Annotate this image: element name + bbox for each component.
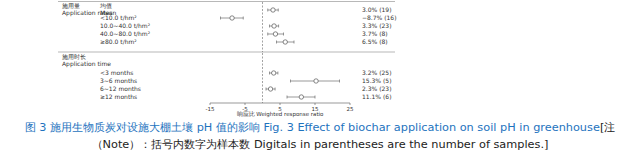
tick	[280, 103, 281, 105]
tick	[245, 103, 246, 105]
row-label: <3 months	[100, 69, 133, 76]
tick	[350, 103, 351, 105]
tick	[315, 103, 316, 105]
group-title: 施用时长Application time	[62, 53, 111, 68]
reference-line	[262, 53, 263, 103]
tick-label: -15	[206, 106, 215, 112]
ci-cap	[267, 9, 268, 12]
value-label: 3.0% (19)	[362, 6, 391, 13]
value-label: −8.7% (16)	[362, 14, 397, 21]
value-label: 3.3% (23)	[362, 22, 391, 29]
ci-cap	[220, 17, 221, 20]
value-label: 6.5% (8)	[362, 38, 388, 45]
value-label: 3.2% (25)	[362, 69, 391, 76]
point	[299, 95, 303, 99]
tick-label: 25	[347, 106, 354, 112]
row-label: ≥80.0 t/hm²	[100, 38, 137, 45]
row-label: 10.0~40.0 t/hm²	[100, 22, 151, 29]
panel-separator	[58, 52, 395, 53]
tick	[210, 103, 211, 105]
point	[268, 87, 272, 91]
point	[272, 24, 276, 28]
row-label: 3~6 months	[100, 77, 137, 84]
value-label: 11.1% (6)	[362, 93, 391, 100]
marks	[266, 71, 340, 99]
caption-title: 图 3 施用生物质炭对设施大棚土壤 pH 值的影响 Fig. 3 Effect …	[25, 121, 600, 134]
row-label: ≥12 months	[100, 93, 137, 100]
caption: 图 3 施用生物质炭对设施大棚土壤 pH 值的影响 Fig. 3 Effect …	[22, 119, 618, 153]
row-label: 40.0~80.0 t/hm²	[100, 30, 151, 37]
point	[273, 32, 277, 36]
ci-cap	[315, 96, 316, 99]
value-label: 2.3% (23)	[362, 85, 391, 92]
reference-line	[262, 2, 263, 52]
point	[314, 79, 318, 83]
point	[283, 40, 287, 44]
ci-cap	[267, 33, 268, 36]
row-label: 6~12 months	[100, 85, 141, 92]
ci-cap	[283, 33, 284, 36]
ci-cap	[243, 17, 244, 20]
marks	[221, 8, 295, 44]
point	[272, 71, 276, 75]
ci-cap	[278, 9, 279, 12]
ci-cap	[278, 25, 279, 28]
row-label: <10.0 t/hm²	[100, 14, 137, 21]
point	[271, 8, 275, 12]
axis-label: 响应比 Weighted response ratio	[237, 110, 325, 118]
value-label: 15.3% (5)	[362, 77, 391, 84]
ci-cap	[269, 25, 270, 28]
ci-cap	[287, 96, 288, 99]
ci-cap	[339, 80, 340, 83]
ci-cap	[290, 80, 291, 83]
ci-cap	[269, 72, 270, 75]
value-label: 3.7% (8)	[362, 30, 388, 37]
ci-cap	[294, 41, 295, 44]
ci-cap	[276, 41, 277, 44]
ci-cap	[277, 72, 278, 75]
ci-cap	[275, 88, 276, 91]
ci-cap	[266, 88, 267, 91]
point	[230, 16, 234, 20]
